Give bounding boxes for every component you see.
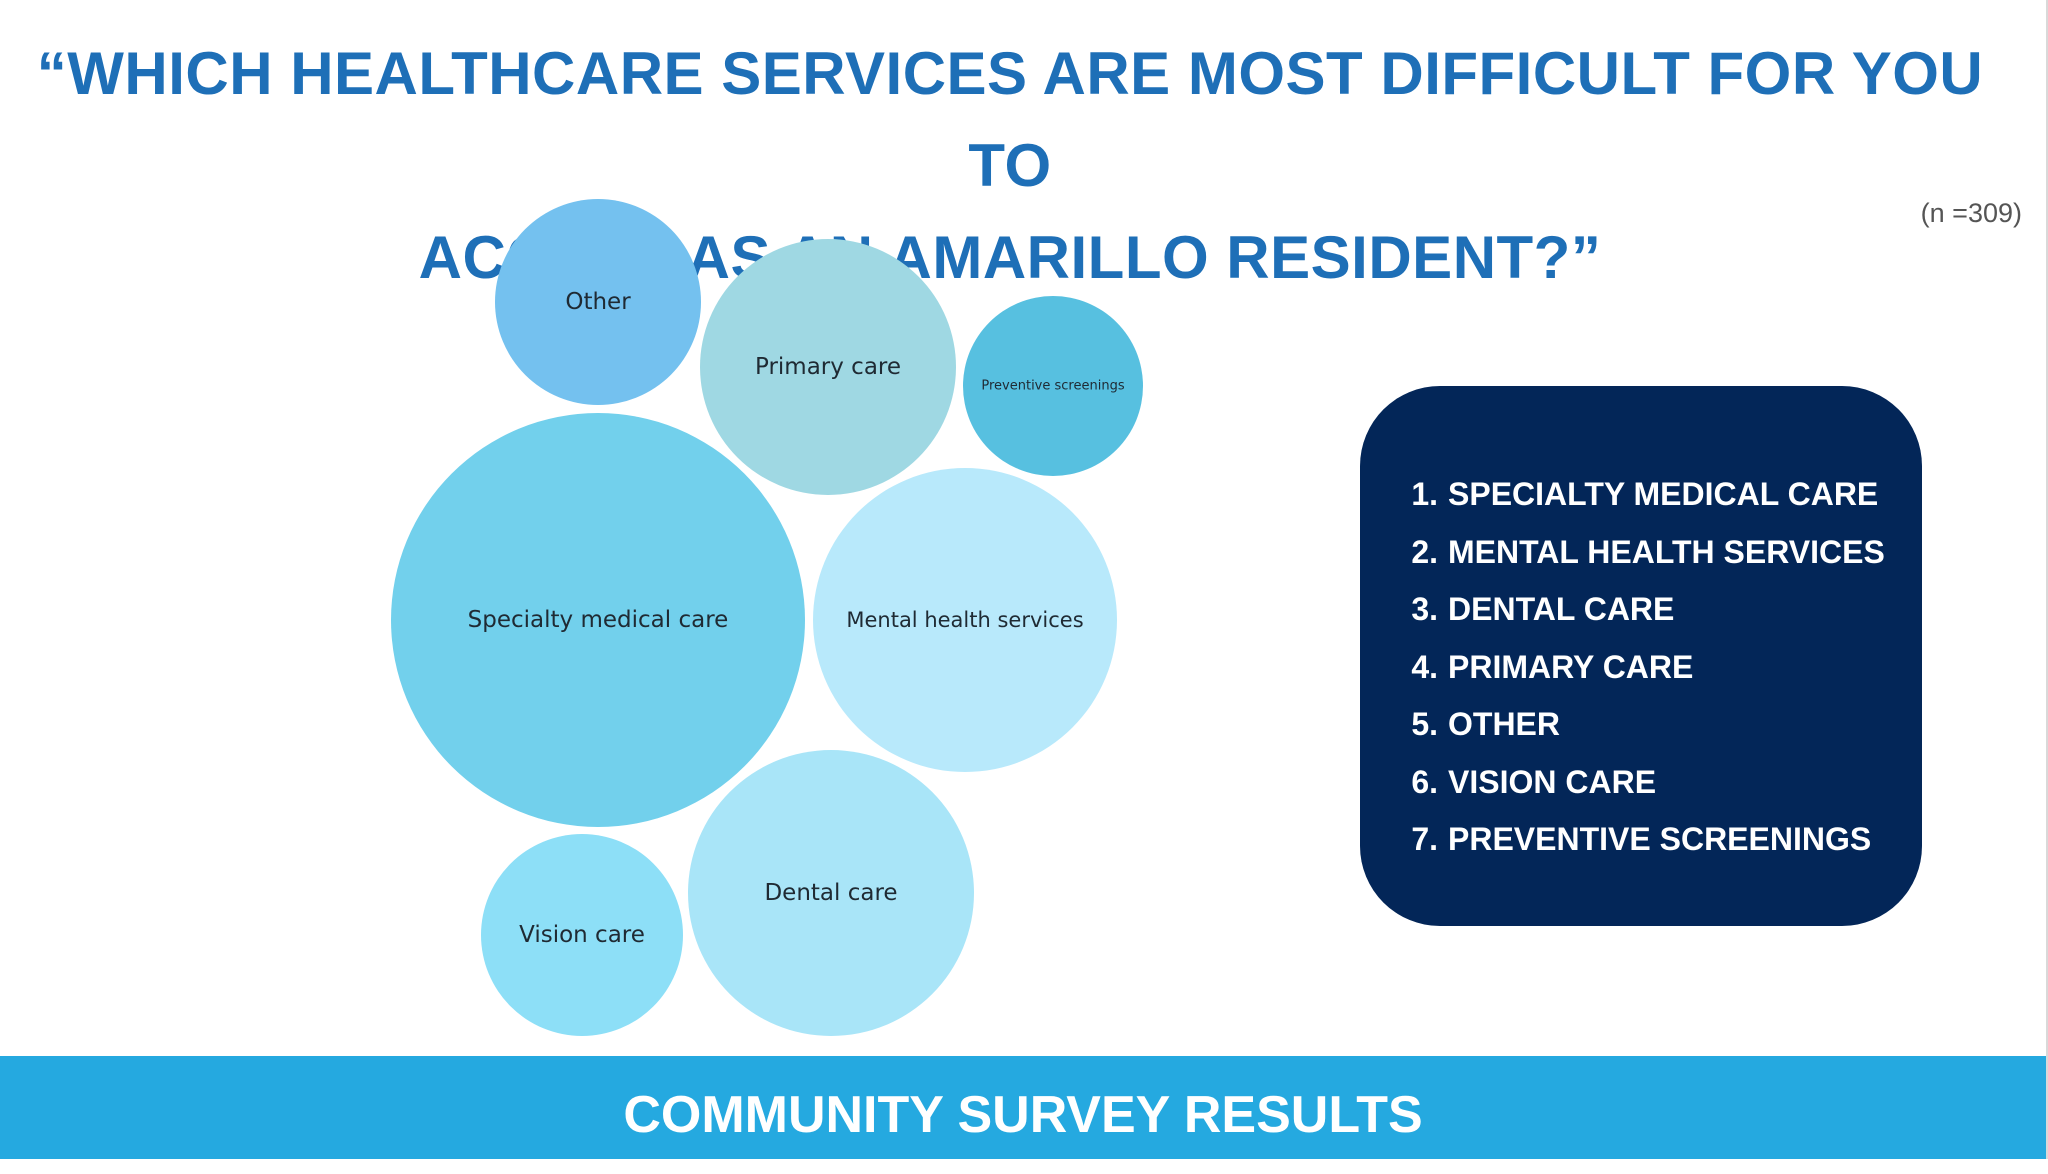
footer-title: COMMUNITY SURVEY RESULTS xyxy=(623,1086,1423,1144)
ranking-label: OTHER xyxy=(1448,706,1560,742)
ranking-label: PRIMARY CARE xyxy=(1448,648,1694,685)
ranking-item: 4. PRIMARY CARE xyxy=(1392,639,1885,697)
bubble-group: Specialty medical care Mental health serv… xyxy=(391,199,1143,1036)
bubble-primary-care xyxy=(700,239,956,495)
ranking-item: 1. SPECIALTY MEDICAL CARE xyxy=(1392,466,1885,524)
ranking-item: 2. MENTAL HEALTH SERVICES xyxy=(1392,524,1885,582)
ranking-list: 1. SPECIALTY MEDICAL CARE 2. MENTAL HEALTH … xyxy=(1392,466,1885,869)
ranking-number: 1. xyxy=(1411,476,1438,512)
bubble-mental-health-services xyxy=(813,468,1117,772)
bubble-label-specialty-medical-care: Specialty medical care xyxy=(468,607,729,633)
title-line-1: “WHICH HEALTHCARE SERVICES ARE MOST DIFF… xyxy=(36,40,1984,199)
ranking-label: SPECIALTY MEDICAL CARE xyxy=(1448,476,1879,512)
ranking-number: 2. xyxy=(1411,533,1438,570)
bubble-dental-care xyxy=(688,750,974,1036)
ranking-number: 4. xyxy=(1411,648,1438,685)
bubble-label-preventive-screenings: Preventive screenings xyxy=(981,379,1124,394)
bubble-preventive-screenings xyxy=(963,296,1143,476)
ranking-panel: 1. SPECIALTY MEDICAL CARE 2. MENTAL HEALTH … xyxy=(1360,386,1922,926)
footer-banner: COMMUNITY SURVEY RESULTS xyxy=(0,1056,2046,1159)
ranking-item: 7. PREVENTIVE SCREENINGS xyxy=(1392,811,1885,869)
ranking-label: MENTAL HEALTH SERVICES xyxy=(1448,533,1885,570)
bubble-label-mental-health-services: Mental health services xyxy=(846,608,1083,632)
bubble-label-other: Other xyxy=(565,289,631,315)
bubble-label-dental-care: Dental care xyxy=(764,880,897,906)
ranking-label: VISION CARE xyxy=(1448,763,1657,800)
ranking-number: 3. xyxy=(1411,591,1438,627)
bubble-label-vision-care: Vision care xyxy=(519,922,645,948)
ranking-number: 5. xyxy=(1411,706,1438,742)
bubble-vision-care xyxy=(481,834,683,1036)
ranking-number: 7. xyxy=(1411,821,1438,857)
bubble-other xyxy=(495,199,701,405)
ranking-item: 3. DENTAL CARE xyxy=(1392,581,1885,639)
ranking-item: 6. VISION CARE xyxy=(1392,754,1885,812)
ranking-item: 5. OTHER xyxy=(1392,696,1885,754)
ranking-label: DENTAL CARE xyxy=(1448,591,1675,627)
sample-size: (n =309) xyxy=(1920,198,2022,228)
ranking-number: 6. xyxy=(1411,763,1438,800)
ranking-label: PREVENTIVE SCREENINGS xyxy=(1448,821,1872,857)
bubble-label-primary-care: Primary care xyxy=(755,354,901,380)
bubble-specialty-medical-care xyxy=(391,413,805,827)
